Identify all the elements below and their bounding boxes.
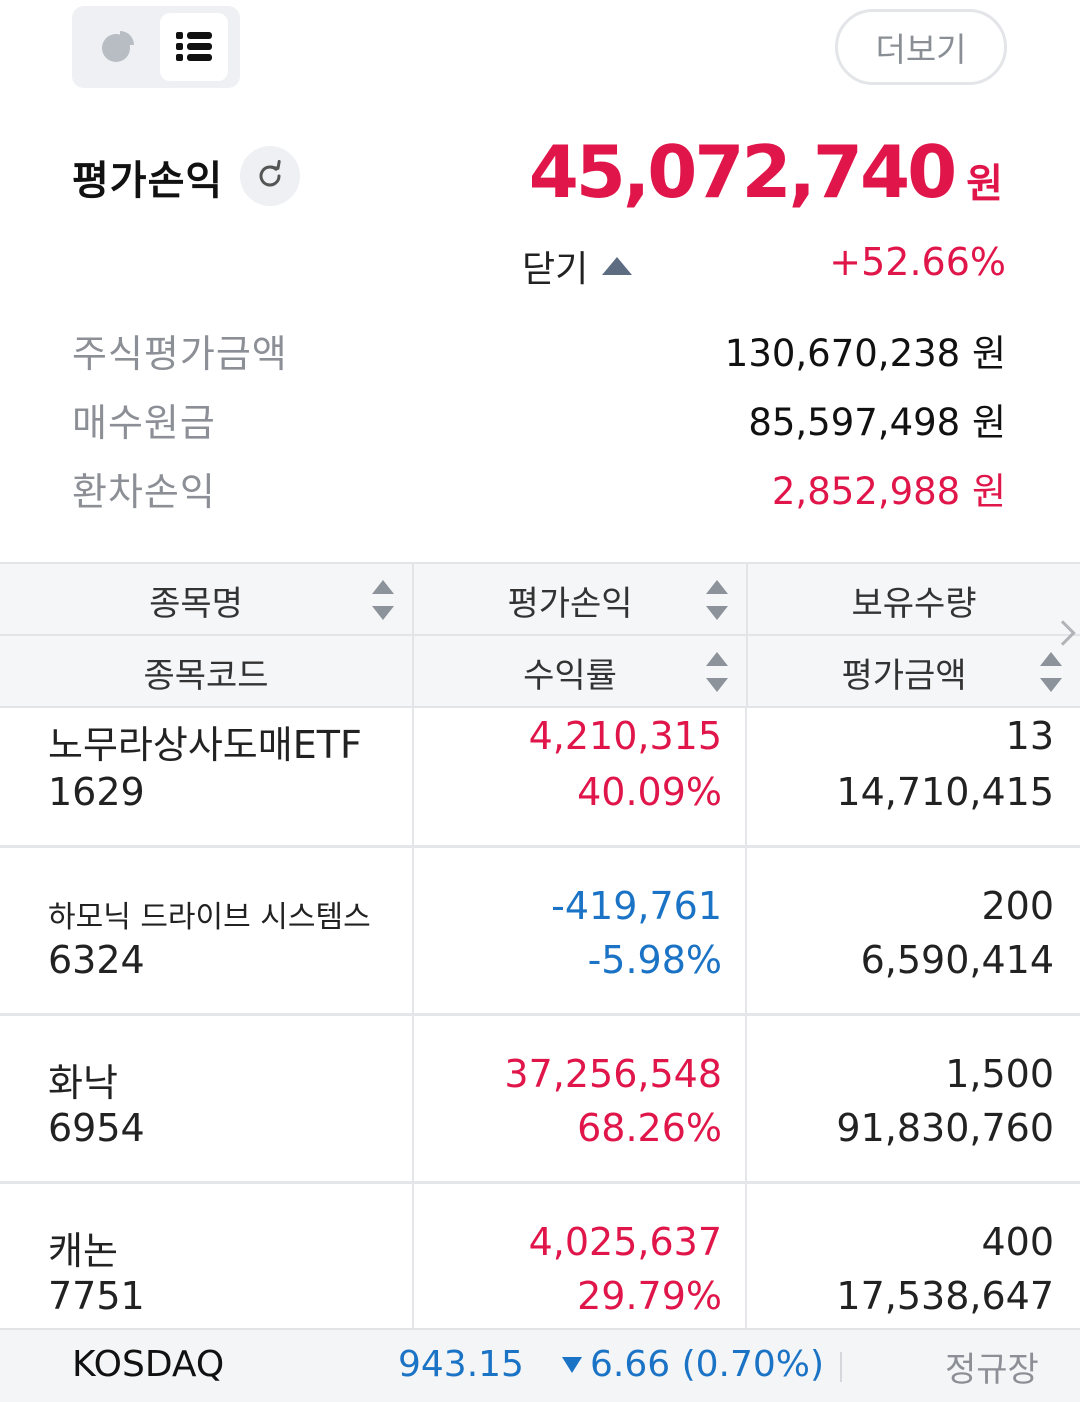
- header-rate: 수익률: [523, 655, 617, 696]
- stock-amount: 17,538,647: [836, 1274, 1054, 1318]
- stock-rate: 68.26%: [577, 1106, 722, 1150]
- header-code-cell: 종목코드: [0, 636, 412, 708]
- stock-rate: -5.98%: [587, 938, 722, 982]
- sort-by-pl[interactable]: 평가손익: [412, 564, 746, 636]
- ticker-session: 정규장: [945, 1350, 1039, 1390]
- stock-pl: 37,256,548: [504, 1052, 722, 1096]
- detail-row-principal: 매수원금 85,597,498 원: [72, 394, 1006, 445]
- sort-icon: [372, 580, 394, 620]
- stock-qty: 400: [981, 1220, 1054, 1264]
- stock-qty: 13: [1005, 714, 1054, 758]
- header-pl: 평가손익: [507, 583, 633, 624]
- stock-pl: 4,025,637: [528, 1220, 722, 1264]
- sort-by-amount[interactable]: 평가금액: [746, 636, 1080, 708]
- header-name: 종목명: [149, 583, 243, 624]
- pl-rate: +52.66%: [829, 240, 1006, 284]
- stock-code: 6954: [48, 1106, 145, 1150]
- stock-amount: 14,710,415: [836, 770, 1054, 814]
- sort-icon: [1040, 652, 1062, 692]
- sort-by-name[interactable]: 종목명: [0, 564, 412, 636]
- collapse-label: 닫기: [522, 249, 589, 290]
- header-code: 종목코드: [143, 655, 269, 696]
- pl-unit: 원: [966, 161, 1003, 207]
- market-ticker[interactable]: KOSDAQ 943.15 6.66 (0.70%) 정규장: [0, 1328, 1080, 1402]
- stock-amount: 91,830,760: [836, 1106, 1054, 1150]
- header-amount: 평가금액: [841, 655, 967, 696]
- stock-rate: 29.79%: [577, 1274, 722, 1318]
- stock-code: 6324: [48, 938, 145, 982]
- stock-name: 캐논: [48, 1229, 118, 1273]
- stock-amount: 6,590,414: [860, 938, 1054, 982]
- detail-row-stock-value: 주식평가금액 130,670,238 원: [72, 325, 1006, 376]
- list-icon: [176, 32, 212, 61]
- collapse-toggle[interactable]: 닫기: [522, 240, 633, 292]
- ticker-price: 943.15: [398, 1344, 524, 1385]
- pie-chart-view-button[interactable]: [84, 13, 152, 81]
- refresh-button[interactable]: [240, 146, 300, 206]
- header-qty-cell: 보유수량: [746, 564, 1080, 636]
- header-row-2: 종목코드 수익률 평가금액: [0, 636, 1080, 708]
- ticker-divider: [840, 1352, 842, 1382]
- header-qty: 보유수량: [851, 583, 977, 624]
- stock-code: 7751: [48, 1274, 145, 1318]
- ticker-index-name: KOSDAQ: [72, 1344, 225, 1385]
- down-triangle-icon: [562, 1356, 582, 1373]
- detail-value: 85,597,498 원: [748, 401, 1006, 444]
- detail-row-fx-pl: 환차손익 2,852,988 원: [72, 463, 1006, 514]
- refresh-icon: [259, 160, 281, 187]
- table-row[interactable]: 캐논 7751 4,025,637 29.79% 400 17,538,647: [0, 1184, 1080, 1329]
- table-row[interactable]: 화낙 6954 37,256,548 68.26% 1,500 91,830,7…: [0, 1016, 1080, 1184]
- stock-pl: 4,210,315: [528, 714, 722, 758]
- sort-by-rate[interactable]: 수익률: [412, 636, 746, 708]
- stock-name: 하모닉 드라이브 시스템스: [48, 900, 371, 935]
- detail-label: 주식평가금액: [72, 331, 288, 376]
- stock-qty: 1,500: [945, 1052, 1054, 1096]
- caret-up-icon: [602, 257, 633, 275]
- pie-chart-icon: [102, 31, 134, 62]
- stock-name: 화낙: [48, 1061, 118, 1105]
- ticker-change-value: 6.66 (0.70%): [590, 1344, 825, 1385]
- view-mode-toggle: [72, 6, 240, 88]
- ticker-change: 6.66 (0.70%): [562, 1344, 824, 1385]
- pl-value: 45,072,740 원: [529, 130, 1003, 214]
- pl-amount: 45,072,740: [528, 130, 957, 214]
- stock-qty: 200: [981, 884, 1054, 928]
- detail-label: 매수원금: [72, 400, 216, 445]
- sort-icon: [706, 652, 728, 692]
- holdings-table-header: 종목명 평가손익 보유수량 종목코드 수익률 평가금액: [0, 562, 1080, 708]
- detail-label: 환차손익: [72, 469, 216, 514]
- detail-value: 130,670,238 원: [724, 332, 1006, 375]
- list-view-button[interactable]: [160, 13, 228, 81]
- stock-pl: -419,761: [551, 884, 722, 928]
- pl-label: 평가손익: [72, 158, 224, 204]
- stock-name: 노무라상사도매ETF: [48, 723, 362, 767]
- stock-rate: 40.09%: [577, 770, 722, 814]
- header-row-1: 종목명 평가손익 보유수량: [0, 564, 1080, 636]
- stock-code: 1629: [48, 770, 145, 814]
- table-row[interactable]: 하모닉 드라이브 시스템스 6324 -419,761 -5.98% 200 6…: [0, 848, 1080, 1016]
- detail-value: 2,852,988 원: [771, 470, 1006, 513]
- sort-icon: [706, 580, 728, 620]
- table-row[interactable]: 노무라상사도매ETF 1629 4,210,315 40.09% 13 14,7…: [0, 708, 1080, 848]
- more-button[interactable]: 더보기: [835, 9, 1007, 85]
